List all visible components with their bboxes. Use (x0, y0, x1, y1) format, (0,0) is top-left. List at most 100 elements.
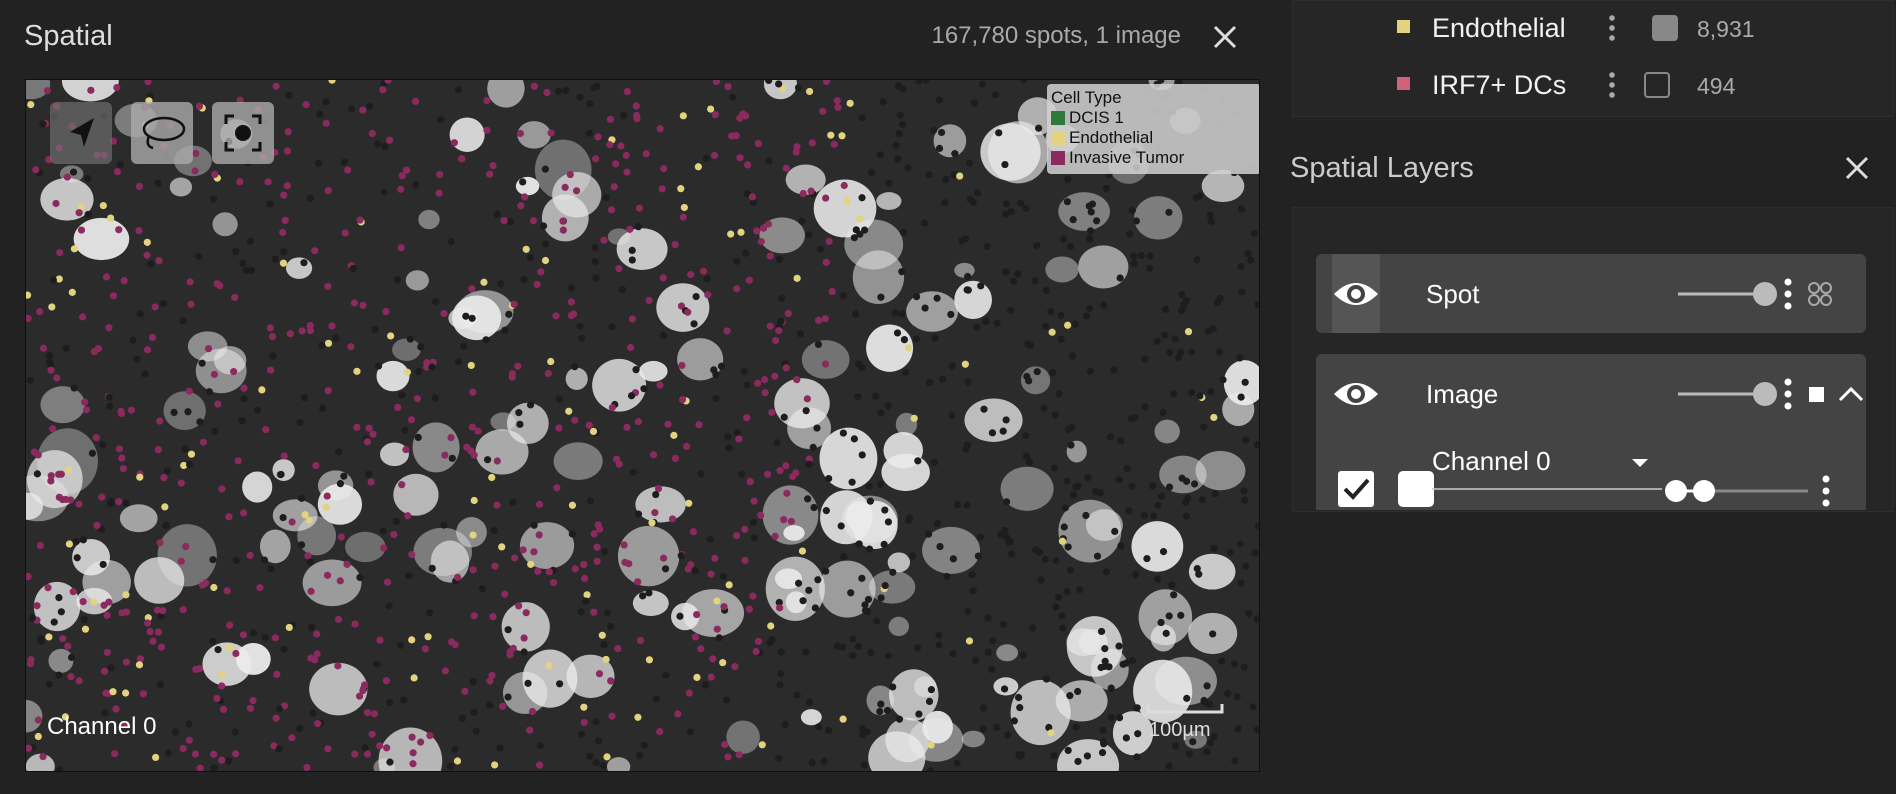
spot (680, 203, 688, 212)
spot (900, 336, 908, 344)
spot (881, 506, 889, 514)
spot (623, 423, 631, 431)
channel-checkbox[interactable] (1338, 471, 1374, 507)
spot (231, 728, 240, 736)
spot (571, 416, 579, 424)
spot (119, 465, 127, 473)
spot (262, 426, 270, 434)
spot (489, 162, 497, 170)
spot (659, 274, 667, 282)
spot (999, 620, 1007, 629)
spot (930, 458, 938, 467)
spot (36, 308, 44, 316)
spot (679, 213, 687, 221)
spot (559, 217, 567, 225)
spot (306, 321, 314, 330)
nucleus (1201, 169, 1245, 203)
spot (1061, 504, 1069, 512)
spot (712, 371, 720, 379)
spot (864, 595, 873, 604)
set-checkbox[interactable] (1644, 72, 1670, 98)
nucleus (26, 80, 51, 100)
spot (690, 320, 698, 328)
spot (1183, 296, 1191, 305)
set-menu[interactable] (1609, 70, 1615, 98)
spot (963, 501, 971, 509)
set-menu[interactable] (1609, 13, 1615, 41)
spot (544, 369, 552, 377)
spot (545, 662, 553, 670)
spot (1237, 205, 1246, 213)
spot (324, 387, 332, 395)
spot (750, 534, 758, 542)
spot (1007, 208, 1015, 216)
spot (867, 168, 875, 177)
spot (113, 168, 122, 176)
spot (719, 659, 727, 667)
spot (196, 764, 204, 771)
channel-dropdown[interactable] (1632, 459, 1648, 467)
spot (671, 240, 679, 249)
spot (154, 628, 163, 636)
collapse-button[interactable] (1838, 386, 1864, 402)
spot (187, 300, 195, 308)
spot (1048, 328, 1056, 336)
spot (258, 386, 266, 394)
spot (687, 561, 695, 569)
spot (1076, 586, 1084, 594)
eye-icon[interactable] (1334, 283, 1378, 305)
spot (933, 294, 941, 302)
spot (556, 680, 564, 688)
spot (64, 466, 73, 474)
spot (328, 80, 336, 84)
spot (780, 413, 788, 421)
spot (1101, 645, 1109, 653)
spot (764, 220, 773, 228)
spot (855, 360, 863, 368)
eye-icon[interactable] (1334, 383, 1378, 405)
spot (1031, 277, 1039, 285)
spot (1195, 570, 1203, 578)
spot (1254, 522, 1259, 531)
spot (976, 533, 985, 541)
spot (977, 282, 985, 290)
recenter-tool[interactable] (212, 102, 274, 164)
range-min[interactable] (1665, 480, 1687, 502)
spot (191, 750, 199, 758)
spot (148, 333, 157, 342)
spot (805, 231, 813, 239)
pan-tool[interactable] (50, 102, 112, 164)
spot (793, 143, 801, 151)
spot (428, 564, 436, 572)
spot (742, 112, 750, 120)
opacity-slider[interactable] (1753, 282, 1777, 306)
spot (678, 396, 687, 404)
spot (1244, 249, 1252, 258)
set-checkbox[interactable] (1652, 15, 1678, 41)
image-icon[interactable] (1809, 387, 1824, 402)
spot (634, 510, 643, 518)
lasso-tool[interactable] (131, 102, 193, 164)
spot (303, 763, 311, 771)
nucleus (1112, 711, 1154, 756)
spot (585, 421, 593, 429)
spot (635, 204, 644, 212)
range-max[interactable] (1693, 480, 1715, 502)
spot (280, 702, 289, 710)
nucleus (606, 757, 631, 771)
spot (529, 217, 538, 225)
channel-color[interactable] (1398, 471, 1434, 507)
spot (1117, 437, 1125, 445)
spot (898, 120, 907, 129)
opacity-slider[interactable] (1753, 382, 1777, 406)
spot (752, 647, 760, 656)
spot (218, 671, 226, 679)
spatial-view[interactable]: Cell Type DCIS 1 Endothelial Invasive Tumo… (25, 79, 1260, 772)
close-button[interactable] (1842, 153, 1872, 183)
set-swatch (1397, 77, 1410, 90)
spot (830, 140, 838, 148)
spot (1200, 698, 1209, 706)
spot (218, 682, 226, 690)
close-button[interactable] (1210, 22, 1240, 52)
spot (612, 160, 620, 168)
